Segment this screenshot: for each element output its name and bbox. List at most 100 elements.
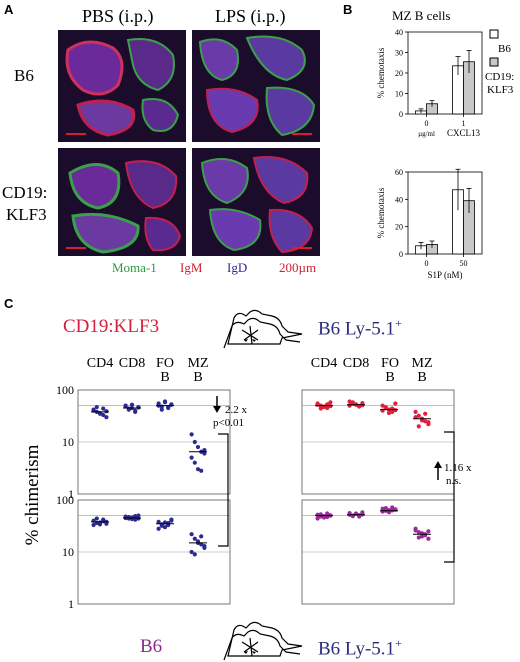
data-point <box>199 468 204 473</box>
legend-moma: Moma-1 <box>112 260 157 275</box>
legend-klf3-swatch <box>489 57 499 67</box>
data-point <box>318 406 323 411</box>
panel-letter-a: A <box>4 2 14 17</box>
bracket-right <box>444 431 455 563</box>
y-tick-label: 0 <box>399 110 403 119</box>
data-point <box>383 404 388 410</box>
micrograph-klf3-pbs <box>58 148 186 256</box>
y-tick-label: 10 <box>62 545 74 559</box>
x-tick-label: 1 <box>462 119 466 128</box>
data-point <box>169 517 174 522</box>
x-tick-label: 50 <box>460 259 468 268</box>
data-point <box>386 410 392 416</box>
y-tick-label: 40 <box>395 28 403 37</box>
data-point <box>136 516 141 521</box>
col-cd4-left: CD4 <box>87 356 113 371</box>
data-point <box>413 409 418 414</box>
col-fo-b-left: B <box>160 370 169 385</box>
micrograph-b6-pbs-image <box>58 30 186 142</box>
col-mz-b-left: B <box>193 370 202 385</box>
col-fo-right: FO <box>381 356 399 371</box>
col-mz-right: MZ <box>412 356 433 371</box>
data-point <box>380 509 385 514</box>
data-point <box>192 536 197 541</box>
col-cd4-right: CD4 <box>311 356 337 371</box>
label-b6-ly51-top-sup: + <box>395 316 402 330</box>
y-tick-label: 100 <box>56 493 74 507</box>
col-fo-b-right: B <box>385 370 394 385</box>
arrow-down-left-head <box>213 406 221 413</box>
data-point <box>393 401 398 406</box>
data-point <box>325 405 330 411</box>
data-point <box>189 455 194 460</box>
data-point <box>202 447 207 453</box>
annot-left-p: p<0.01 <box>213 417 244 429</box>
y-tick-label: 40 <box>395 195 403 204</box>
data-point <box>156 526 161 531</box>
y-tick-label: 60 <box>395 168 403 177</box>
arrow-up-right-head <box>434 461 442 468</box>
data-point <box>101 412 106 418</box>
col-fo-left: FO <box>156 356 174 371</box>
annot-right-ns: n.s. <box>446 475 462 487</box>
data-point <box>195 444 201 450</box>
x-axis-label: S1P (nM) <box>428 270 463 280</box>
legend-igm: IgM <box>180 260 203 275</box>
data-point <box>416 413 421 418</box>
data-point <box>189 532 194 537</box>
y-tick-label: 30 <box>395 49 403 58</box>
data-point <box>101 406 106 411</box>
data-point <box>202 451 207 456</box>
label-cd19-klf3: CD19:KLF3 <box>63 316 160 337</box>
y-tick-label: 10 <box>62 435 74 449</box>
bracket-left <box>218 433 229 547</box>
label-b6-ly51-bottom-text: B6 Ly-5.1 <box>318 638 396 660</box>
col-label-pbs: PBS (i.p.) <box>82 6 154 26</box>
legend-klf3-text-1: CD19: <box>485 71 514 83</box>
data-point <box>104 409 109 414</box>
row-label-klf3-line1: CD19: <box>2 183 48 202</box>
data-point <box>325 511 330 516</box>
col-mz-b-right: B <box>417 370 426 385</box>
x-tick-label: 0 <box>425 259 429 268</box>
data-point <box>133 409 138 414</box>
y-axis-label: % chemotaxis <box>376 47 386 98</box>
col-mz-left: MZ <box>188 356 209 371</box>
col-label-lps: LPS (i.p.) <box>215 6 286 26</box>
chart-s1p: 0 20 40 60 % chemotaxis 0 50 S1P (nM) <box>376 168 483 280</box>
data-point <box>159 407 164 412</box>
data-point <box>133 514 138 519</box>
y-tick-label: 20 <box>395 69 403 78</box>
data-point <box>133 517 138 522</box>
data-point <box>426 529 431 534</box>
micrograph-klf3-lps <box>192 148 320 256</box>
data-point <box>426 536 431 541</box>
annot-left-fold: 2.2 x <box>225 404 248 416</box>
label-b6-ly51-top-text: B6 Ly-5.1 <box>318 318 396 340</box>
micrograph-klf3-lps-image <box>192 148 320 256</box>
micrograph-klf3-pbs-image <box>58 148 186 256</box>
y-axis-label: % chemotaxis <box>376 187 386 238</box>
data-point <box>192 460 197 465</box>
legend-scale: 200µm <box>279 260 317 275</box>
data-point <box>423 419 428 424</box>
panel-b-charts: 0 10 20 30 40 % chemotaxis 0 1 µg/ml CXCL13 0 20 40… <box>376 28 514 280</box>
y-tick-label: 0 <box>399 250 403 259</box>
data-point <box>94 516 99 521</box>
chart-cxcl13: 0 10 20 30 40 % chemotaxis 0 1 µg/ml CXCL13 <box>376 28 483 138</box>
data-point <box>199 534 204 539</box>
data-point <box>199 542 204 547</box>
data-point <box>390 409 395 414</box>
data-point <box>162 400 168 405</box>
parabiosis-mice-icon-top <box>223 309 303 349</box>
data-point <box>423 411 428 416</box>
y-tick-label: 1 <box>68 487 74 501</box>
legend-igd: IgD <box>227 260 248 275</box>
label-b6-ly51-bottom: B6 Ly-5.1+ <box>318 636 402 660</box>
data-point <box>192 439 197 445</box>
label-b6-ly51-bottom-sup: + <box>395 636 402 650</box>
panel-letter-c: C <box>4 296 14 311</box>
data-point <box>426 420 431 425</box>
